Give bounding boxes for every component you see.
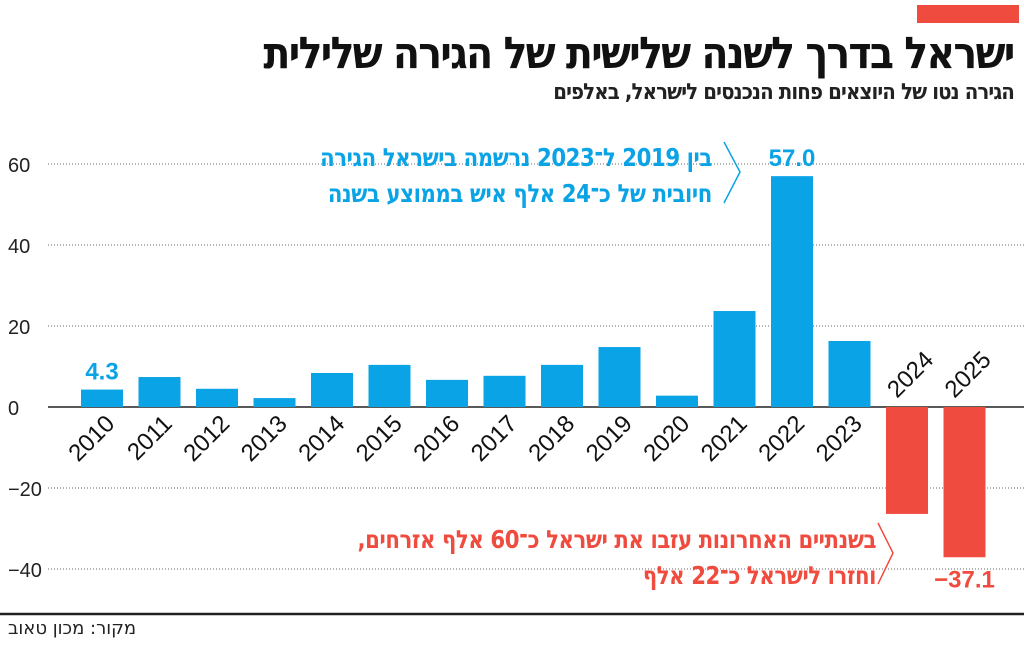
bar <box>253 398 296 407</box>
accent-bar <box>917 5 1019 23</box>
bar <box>81 389 123 407</box>
chart-subtitle: הגירה נטו של היוצאים פחות הנכנסים לישראל… <box>553 80 1015 105</box>
x-tick-label: 2012 <box>178 410 235 467</box>
annotation-line: וחזרו לישראל כ־22 אלף <box>642 561 877 590</box>
bar <box>196 388 238 407</box>
x-tick-label: 2014 <box>293 410 350 467</box>
annotation-line: בין 2019 ל־2023 נרשמה בישראל הגירה <box>320 143 712 172</box>
data-label: −37.1 <box>934 566 995 593</box>
annotation-line: חיובית של כ־24 אלף איש בממוצע בשנה <box>327 179 712 208</box>
bar <box>771 176 813 407</box>
x-tick-label: 2021 <box>696 410 753 467</box>
x-tick-label: 2022 <box>753 410 810 467</box>
bar <box>713 311 756 407</box>
x-tick-label: 2013 <box>236 410 293 467</box>
y-tick-label: −20 <box>8 479 42 501</box>
annotation-bracket <box>877 522 894 585</box>
bar <box>828 340 871 407</box>
bar <box>886 407 928 514</box>
x-tick-label: 2019 <box>581 410 638 467</box>
source-note: מקור: מכון טאוב <box>8 618 137 639</box>
bar <box>483 375 526 407</box>
x-tick-label: 2011 <box>122 410 178 466</box>
bar <box>598 347 641 407</box>
chart-title: ישראל בדרך לשנה שלישית של הגירה שלילית <box>263 28 1016 79</box>
x-tick-label: 2020 <box>638 410 695 467</box>
bar <box>656 395 698 407</box>
y-tick-label: 40 <box>8 236 30 258</box>
x-tick-label: 2010 <box>63 410 120 467</box>
y-tick-label: 0 <box>8 398 19 420</box>
y-tick-label: 60 <box>8 155 30 177</box>
x-tick-label: 2016 <box>408 410 465 467</box>
x-tick-label: 2017 <box>466 410 523 467</box>
annotation-bracket <box>723 141 741 204</box>
x-tick-label: 2025 <box>940 346 997 403</box>
y-tick-label: −40 <box>8 560 42 582</box>
data-label: 57.0 <box>769 145 816 172</box>
x-tick-label: 2024 <box>882 346 939 403</box>
bar <box>311 372 353 407</box>
bar <box>138 377 181 407</box>
positive-annotation: בין 2019 ל־2023 נרשמה בישראל הגירה חיובי… <box>320 140 712 212</box>
y-tick-label: 20 <box>8 317 30 339</box>
bar <box>541 364 583 407</box>
annotation-line: בשנתיים האחרונות עזבו את ישראל כ־60 אלף … <box>357 525 876 554</box>
negative-annotation: בשנתיים האחרונות עזבו את ישראל כ־60 אלף … <box>357 522 876 594</box>
x-tick-label: 2018 <box>523 410 580 467</box>
bar <box>943 407 986 558</box>
data-label: 4.3 <box>85 359 118 386</box>
bar <box>426 379 468 407</box>
x-tick-label: 2023 <box>811 410 868 467</box>
x-tick-label: 2015 <box>351 410 408 467</box>
bar <box>368 364 411 407</box>
